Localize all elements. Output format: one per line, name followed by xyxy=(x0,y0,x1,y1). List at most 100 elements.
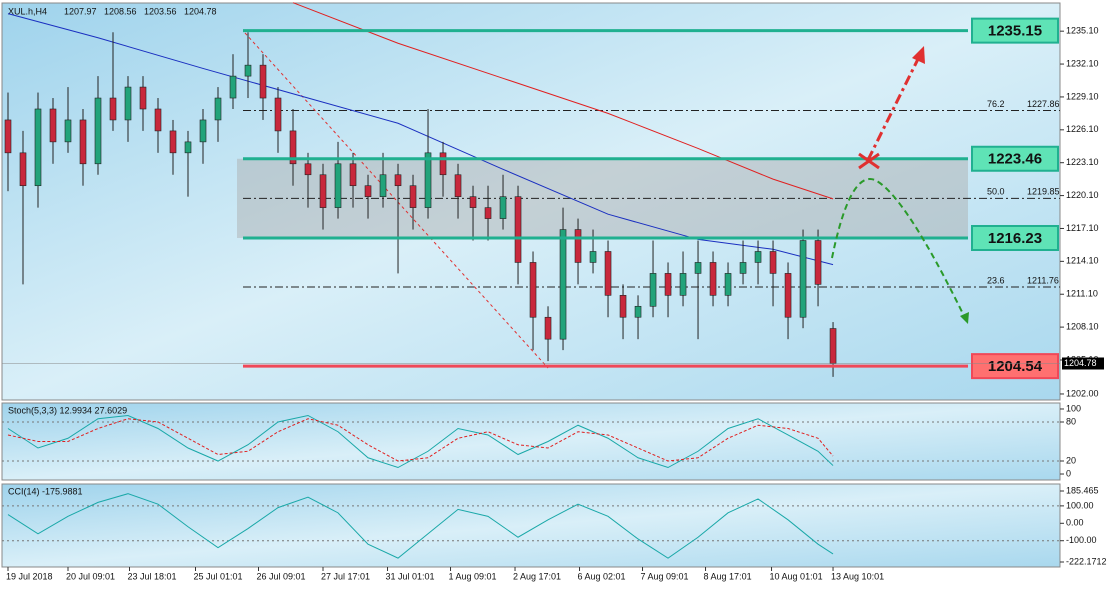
y-tick-label: 80 xyxy=(1066,416,1076,426)
y-tick-label: 185.465 xyxy=(1066,485,1099,495)
candle-body xyxy=(214,97,222,121)
x-tick-label: 1 Aug 09:01 xyxy=(449,571,497,581)
candle-body xyxy=(424,152,432,208)
x-tick-label: 20 Jul 09:01 xyxy=(66,571,115,581)
candle-body xyxy=(544,316,552,340)
candle-body xyxy=(724,273,732,296)
candle-body xyxy=(379,174,387,197)
candle-body xyxy=(109,97,117,121)
candle-body xyxy=(829,328,837,364)
candle-body xyxy=(439,152,447,176)
level-label: 1223.46 xyxy=(988,151,1042,168)
candle-body xyxy=(559,229,567,340)
candle-body xyxy=(454,174,462,197)
x-tick-label: 23 Jul 18:01 xyxy=(128,571,177,581)
x-tick-label: 25 Jul 01:01 xyxy=(194,571,243,581)
level-box xyxy=(971,224,1059,251)
candle-body xyxy=(619,295,627,318)
scenario-down xyxy=(831,178,966,319)
y-tick-label: 100 xyxy=(1066,403,1081,413)
x-tick-label: 8 Aug 17:01 xyxy=(704,571,752,581)
ohlc-open: 1207.97 xyxy=(64,6,97,16)
scenario-up xyxy=(866,54,922,161)
fib-price: 1227.86 xyxy=(1027,99,1060,109)
y-tick-label: 1208.10 xyxy=(1066,321,1099,331)
x-tick-label: 19 Jul 2018 xyxy=(6,571,53,581)
y-tick-label: 20 xyxy=(1066,455,1076,465)
level-box xyxy=(971,353,1059,380)
x-tick-label: 26 Jul 09:01 xyxy=(257,571,306,581)
price-box xyxy=(1062,357,1104,370)
candle-body xyxy=(664,273,672,296)
level-label: 1216.23 xyxy=(988,230,1042,247)
candle-body xyxy=(529,262,537,318)
candle-body xyxy=(49,108,57,143)
candle-body xyxy=(739,262,747,274)
y-tick-label: 1226.10 xyxy=(1066,124,1099,134)
candle-body xyxy=(394,174,402,187)
candle-body xyxy=(319,174,327,208)
candle-body xyxy=(799,240,807,318)
fib-price: 1219.85 xyxy=(1027,187,1060,197)
arrow-head xyxy=(912,46,925,64)
fib-ratio: 50.0 xyxy=(987,187,1005,197)
candle-body xyxy=(349,163,357,187)
level-box xyxy=(971,17,1059,44)
cci-panel xyxy=(1,483,1061,568)
x-tick-label: 7 Aug 09:01 xyxy=(641,571,689,581)
candle-body xyxy=(634,305,642,318)
candle-body xyxy=(124,86,132,121)
candle-body xyxy=(784,273,792,318)
y-tick-label: 1232.10 xyxy=(1066,58,1099,68)
candle-body xyxy=(304,163,312,176)
main-panel xyxy=(1,2,1061,401)
x-tick-label: 2 Aug 17:01 xyxy=(513,571,561,581)
candle-body xyxy=(94,97,102,165)
x-tick-label: 13 Aug 10:01 xyxy=(831,571,884,581)
ohlc-close: 1204.78 xyxy=(184,6,217,16)
cci-line xyxy=(7,493,834,559)
candle-body xyxy=(709,262,717,296)
candle-body xyxy=(484,207,492,219)
y-tick-label: 1217.10 xyxy=(1066,223,1099,233)
candle-body xyxy=(169,130,177,154)
candle-body xyxy=(409,185,417,208)
ohlc-high: 1208.56 xyxy=(104,6,137,16)
y-tick-label: 0 xyxy=(1066,468,1071,478)
candle-body xyxy=(64,119,72,143)
candle-body xyxy=(259,64,267,99)
candle-body xyxy=(34,108,42,187)
candle-body xyxy=(154,108,162,132)
x-tick-label: 10 Aug 01:01 xyxy=(770,571,823,581)
y-tick-label: 1223.10 xyxy=(1066,157,1099,167)
x-tick-label: 31 Jul 01:01 xyxy=(386,571,435,581)
stoch-panel xyxy=(1,402,1061,481)
y-tick-label: 1229.10 xyxy=(1066,91,1099,101)
stoch-signal xyxy=(7,418,834,462)
price-label: 1204.78 xyxy=(1064,358,1097,368)
candle-body xyxy=(469,196,477,208)
candle-body xyxy=(289,130,297,165)
level-label: 1235.15 xyxy=(988,23,1042,40)
level-box xyxy=(971,145,1059,172)
moving-average xyxy=(7,13,834,266)
y-tick-label: -100.00 xyxy=(1066,535,1097,545)
x-tick-label: 6 Aug 02:01 xyxy=(578,571,626,581)
symbol: XUL.h,H4 xyxy=(8,6,47,16)
candle-body xyxy=(229,75,237,99)
x-tick-label: 27 Jul 17:01 xyxy=(321,571,370,581)
candle-body xyxy=(574,229,582,263)
y-tick-label: 1202.00 xyxy=(1066,388,1099,398)
candle-body xyxy=(199,119,207,143)
y-tick-label: 1211.10 xyxy=(1066,289,1098,299)
ohlc-low: 1203.56 xyxy=(144,6,177,16)
candle-body xyxy=(274,97,282,132)
candle-body xyxy=(514,196,522,263)
fib-price: 1211.76 xyxy=(1027,275,1059,285)
candle-body xyxy=(244,64,252,77)
candle-body xyxy=(589,251,597,263)
candle-body xyxy=(79,119,87,165)
candle-body xyxy=(334,163,342,208)
arrow-head xyxy=(960,312,969,324)
